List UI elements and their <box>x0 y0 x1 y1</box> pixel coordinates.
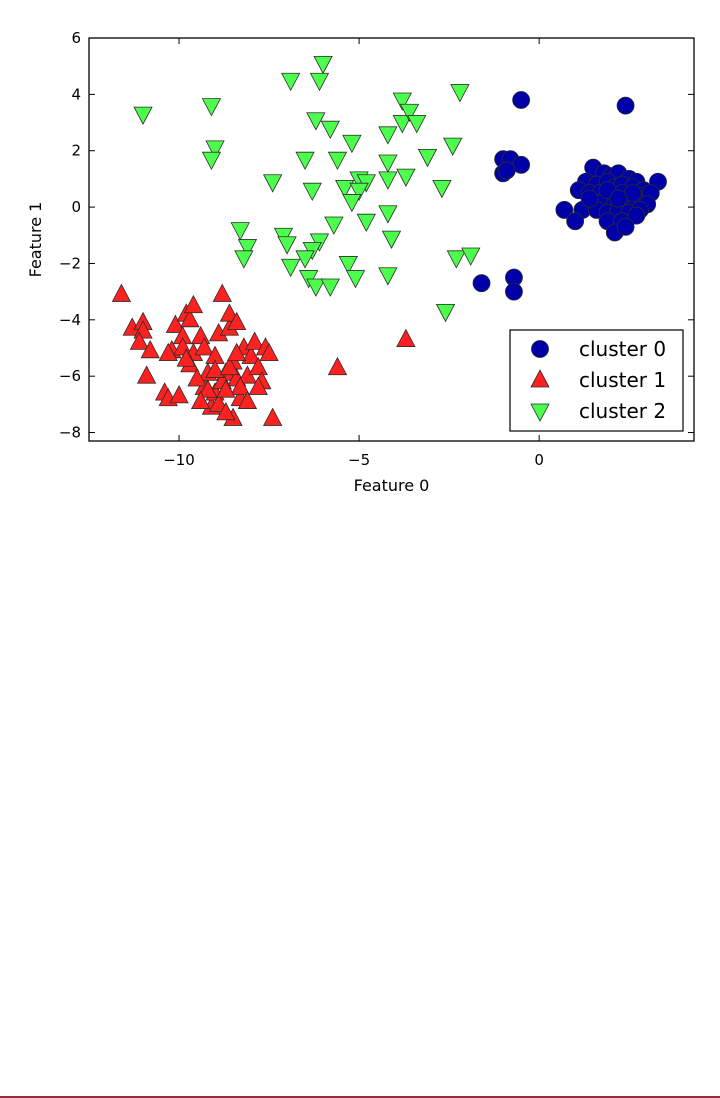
data-point-cluster-0-53 <box>610 190 627 207</box>
data-point-cluster-0-6 <box>498 162 515 179</box>
y-tick-label: −8 <box>59 424 81 442</box>
y-tick-label: −2 <box>59 254 81 272</box>
data-point-cluster-0-50 <box>581 190 598 207</box>
data-point-cluster-0-0 <box>513 92 530 109</box>
data-point-cluster-0-7 <box>473 275 490 292</box>
data-point-cluster-0-1 <box>617 97 634 114</box>
data-point-cluster-0-9 <box>505 283 522 300</box>
legend-label-cluster-2: cluster 2 <box>579 399 666 423</box>
legend-label-cluster-0: cluster 0 <box>579 337 666 361</box>
y-tick-label: 2 <box>71 142 81 160</box>
y-tick-label: 4 <box>71 85 81 103</box>
scatter-chart: −10 −5 0 −8 −6 −4 −2 0 2 4 6 Feature 0 Feature 1 c… <box>0 0 720 500</box>
y-tick-label: 6 <box>71 29 81 47</box>
x-tick-label: −10 <box>163 451 195 469</box>
legend-label-cluster-1: cluster 1 <box>579 368 666 392</box>
x-axis-label: Feature 0 <box>354 476 430 495</box>
y-tick-label: 0 <box>71 198 81 216</box>
x-tick-label: 0 <box>534 451 544 469</box>
data-point-cluster-0-44 <box>567 213 584 230</box>
legend: cluster 0 cluster 1 cluster 2 <box>510 330 683 431</box>
data-point-cluster-0-49 <box>617 218 634 235</box>
y-tick-label: −6 <box>59 367 81 385</box>
y-tick-label: −4 <box>59 311 81 329</box>
legend-marker-cluster-0 <box>532 341 549 358</box>
x-tick-label: −5 <box>348 451 370 469</box>
y-axis-label: Feature 1 <box>26 202 45 278</box>
